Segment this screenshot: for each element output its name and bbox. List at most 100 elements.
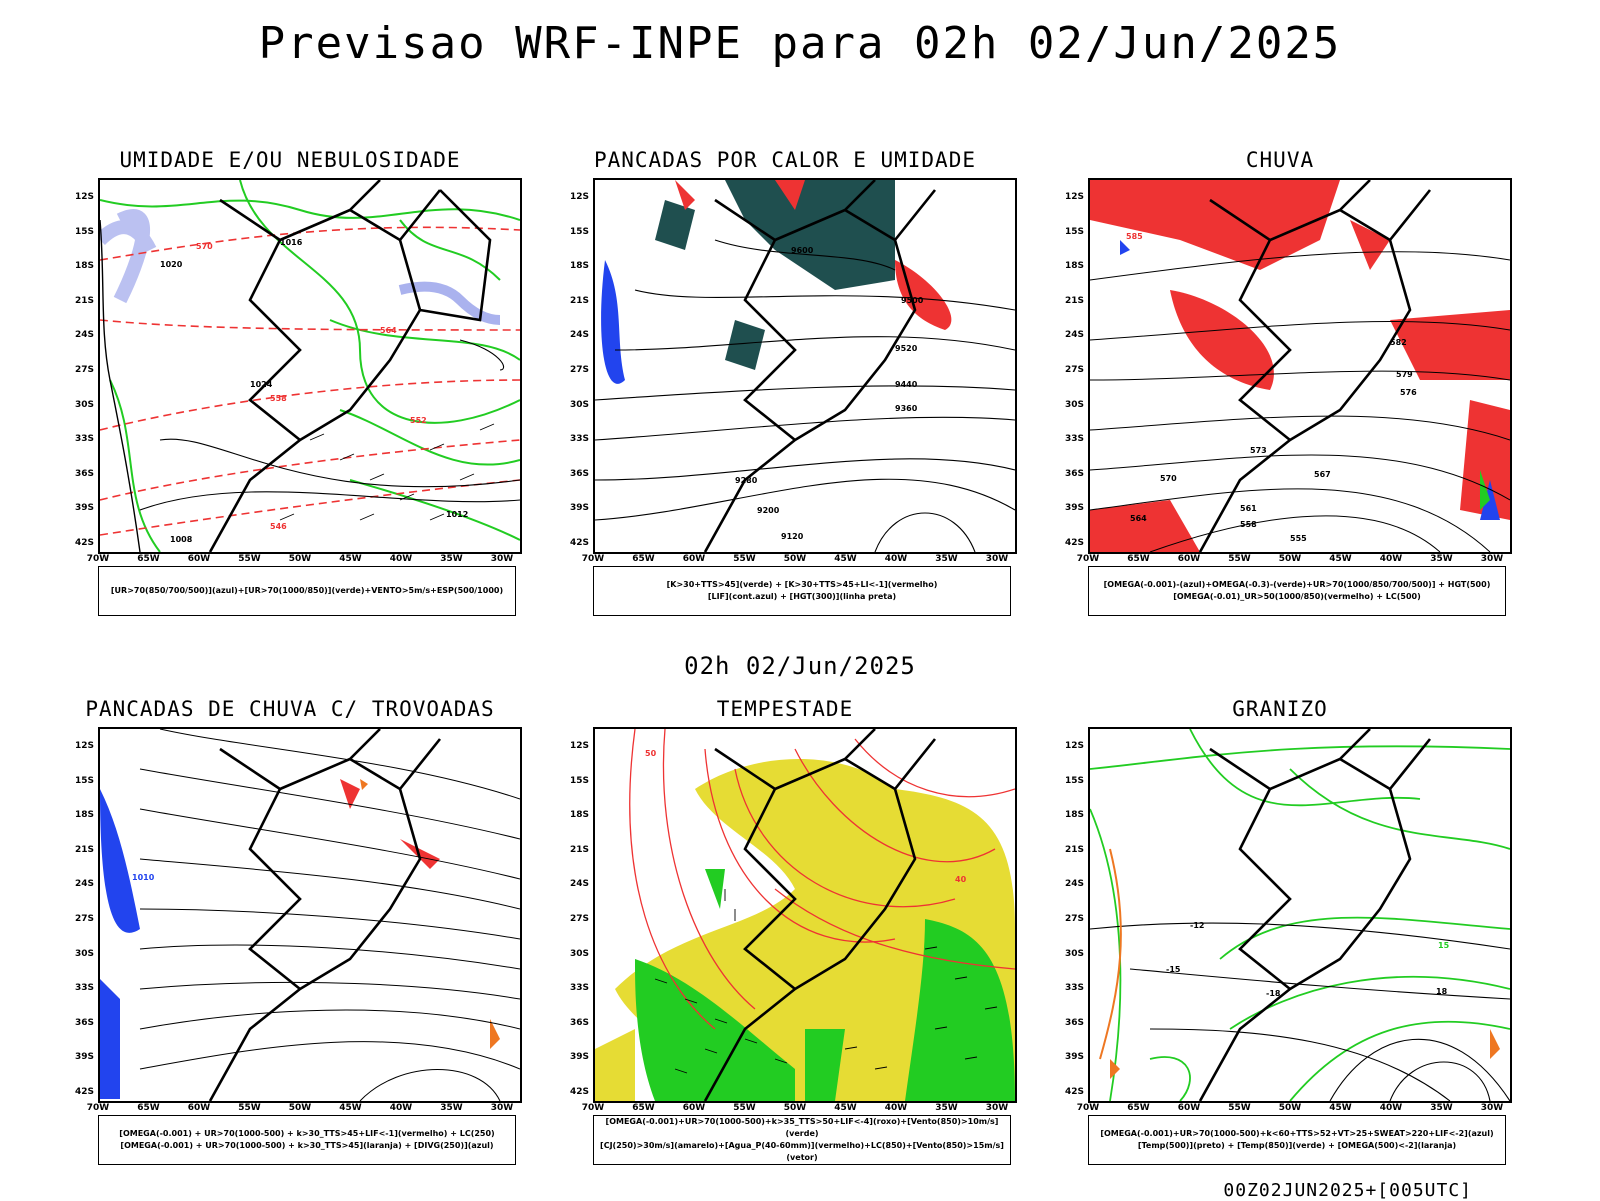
lon-tick-label: 50W	[1278, 554, 1302, 564]
lat-tick-label: 12S	[1064, 192, 1084, 202]
contour-label: 9440	[895, 380, 918, 389]
wind-vectors	[279, 423, 495, 521]
omega-strong-area	[1480, 470, 1490, 510]
lon-tick-label: 65W	[137, 1103, 160, 1113]
lat-tick-label: 15S	[74, 775, 94, 786]
legend-box: [UR>70(850/700/500)](azul)+[UR>70(1000/8…	[98, 566, 516, 616]
lat-tick-label: 15S	[1064, 226, 1084, 237]
contour-label: 564	[380, 326, 397, 335]
legend-line: [OMEGA(-0.001)-(azul)+OMEGA(-0.3)-(verde…	[1103, 580, 1491, 589]
lat-tick-label: 33S	[74, 983, 94, 994]
map-tempestade[interactable]: 40 50	[593, 727, 1017, 1103]
lon-tick-label: 70W	[581, 1103, 605, 1113]
lon-tick-label: 40W	[389, 1103, 413, 1113]
map-chuva[interactable]: 585 582 579 576 573 570 567 564 561 558 …	[1088, 178, 1512, 554]
thickness-contours	[100, 226, 520, 536]
panel-title: CHUVA	[1245, 148, 1315, 172]
lat-tick-label: 12S	[74, 192, 94, 202]
lon-tick-label: 65W	[1127, 554, 1150, 564]
contour-label: 561	[1240, 504, 1257, 513]
lon-tick-label: 35W	[1430, 554, 1453, 564]
lat-tick-label: 39S	[569, 503, 589, 514]
lon-tick-label: 70W	[86, 1103, 110, 1113]
country-borders	[1198, 729, 1432, 1101]
instability-area	[725, 180, 895, 290]
lat-tick-label: 24S	[1064, 330, 1084, 341]
legend-line: [CJ(250)>30m/s](amarelo)+[Agua_P(40-60mm…	[600, 1141, 1004, 1162]
legend-line: [OMEGA(-0.01)_UR>50(1000/850)(vermelho) …	[1173, 592, 1421, 601]
lat-tick-label: 12S	[74, 741, 94, 751]
lat-tick-label: 33S	[1064, 983, 1084, 994]
height-contours	[1090, 251, 1510, 552]
map-umidade[interactable]: 1020 1016 1024 1012 1008 570 564 558 552…	[98, 178, 522, 554]
legend-line: [OMEGA(-0.001)+UR>70(1000-500)+k<60+TTS>…	[1100, 1129, 1494, 1138]
map-granizo[interactable]: -12 -15 -18 15 18	[1088, 727, 1512, 1103]
country-borders	[1198, 180, 1432, 552]
lat-tick-label: 21S	[74, 844, 94, 855]
lon-tick-label: 40W	[884, 554, 908, 564]
lon-tick-label: 40W	[1379, 554, 1403, 564]
country-borders	[208, 180, 492, 552]
lon-tick-label: 60W	[187, 554, 211, 564]
lat-tick-label: 33S	[74, 434, 94, 445]
contour-label: 9360	[895, 404, 918, 413]
lat-tick-label: 12S	[1064, 741, 1084, 751]
contour-label: 558	[1240, 520, 1257, 529]
lon-tick-label: 55W	[733, 1103, 756, 1113]
run-timestamp: 00Z02JUN2025+[005UTC]	[1223, 1180, 1472, 1201]
country-borders	[703, 729, 937, 1101]
legend-line: [OMEGA(-0.001)+UR>70(1000-500)+k>35_TTS>…	[605, 1117, 999, 1138]
map-graphics	[1090, 180, 1510, 552]
map-graphics	[100, 729, 520, 1101]
height-contours	[595, 239, 1015, 552]
contour-label: 1010	[132, 873, 155, 882]
contour-label: 552	[410, 416, 427, 425]
lon-tick-label: 40W	[389, 554, 413, 564]
lon-tick-label: 65W	[632, 554, 655, 564]
contour-label: -18	[1266, 989, 1281, 998]
lat-tick-label: 24S	[74, 330, 94, 341]
country-borders	[703, 180, 937, 552]
coastline	[100, 219, 141, 552]
contour-label: 1012	[446, 510, 469, 519]
lat-tick-label: 33S	[569, 434, 589, 445]
lat-tick-label: 18S	[1064, 261, 1084, 272]
lat-tick-label: 42S	[1064, 538, 1084, 548]
map-pancadas-calor[interactable]: 9600 9520 9440 9360 9280 9200 9120 9500	[593, 178, 1017, 554]
legend-box: [K>30+TTS>45](verde) + [K>30+TTS>45+LI<-…	[593, 566, 1011, 616]
lat-tick-label: 33S	[569, 983, 589, 994]
contour-label: 1008	[170, 535, 193, 544]
lon-tick-label: 40W	[884, 1103, 908, 1113]
panel-title: TEMPESTADE	[716, 697, 854, 721]
lat-tick-label: 30S	[74, 948, 94, 959]
lat-tick-label: 39S	[74, 1052, 94, 1063]
lon-tick-label: 45W	[339, 554, 362, 564]
lat-tick-label: 18S	[569, 810, 589, 821]
contour-label: 567	[1314, 470, 1331, 479]
contour-label: 9520	[895, 344, 918, 353]
lon-tick-label: 35W	[440, 554, 463, 564]
lat-tick-label: 42S	[569, 538, 589, 548]
lon-tick-label: 65W	[1127, 1103, 1150, 1113]
lat-tick-label: 42S	[1064, 1087, 1084, 1097]
lat-tick-label: 15S	[74, 226, 94, 237]
legend-box: [OMEGA(-0.001)-(azul)+OMEGA(-0.3)-(verde…	[1088, 566, 1506, 616]
omega-500-area	[1110, 1029, 1500, 1079]
lon-tick-label: 50W	[288, 1103, 312, 1113]
lat-tick-label: 30S	[569, 948, 589, 959]
map-trovoadas[interactable]: 1010	[98, 727, 522, 1103]
legend-line: [OMEGA(-0.001) + UR>70(1000-500) + k>30_…	[120, 1141, 494, 1150]
contour-label: -15	[1166, 965, 1181, 974]
lon-tick-label: 60W	[682, 1103, 706, 1113]
lon-tick-label: 55W	[238, 554, 261, 564]
lat-tick-label: 24S	[1064, 879, 1084, 890]
lat-tick-label: 15S	[569, 775, 589, 786]
lon-tick-label: 70W	[581, 554, 605, 564]
divergence-area	[100, 789, 140, 1099]
instability-area	[725, 320, 765, 370]
lon-tick-label: 30W	[1480, 1103, 1504, 1113]
lat-tick-label: 21S	[74, 295, 94, 306]
lat-tick-label: 33S	[1064, 434, 1084, 445]
lon-tick-label: 45W	[339, 1103, 362, 1113]
contour-label: 570	[196, 242, 213, 251]
